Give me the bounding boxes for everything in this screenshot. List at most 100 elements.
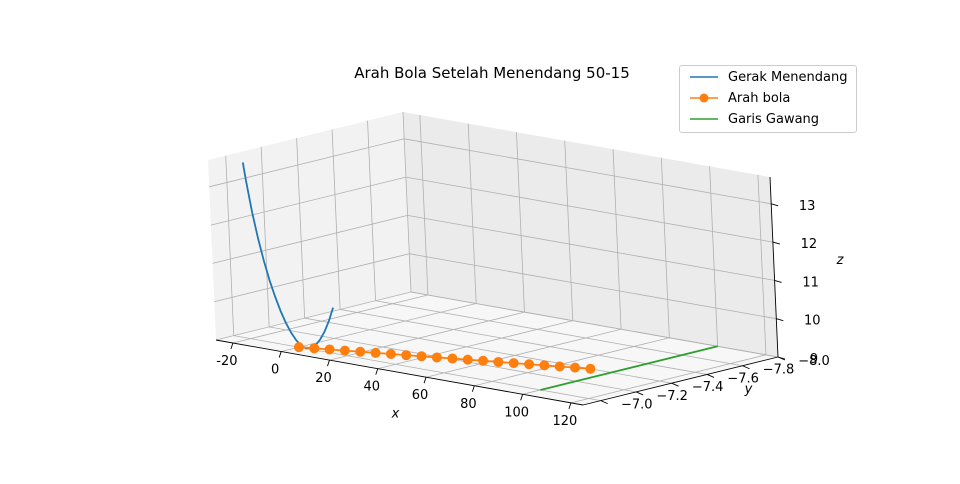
series-marker-arah-bola [447, 353, 458, 364]
gridline-y-left [402, 111, 412, 293]
x-tick [471, 385, 475, 392]
y-axis-label: y [744, 382, 753, 397]
series-marker-arah-bola [524, 359, 535, 370]
x-tick-label: 120 [553, 414, 578, 429]
series-marker-arah-bola [554, 361, 565, 372]
legend-label-arah-bola: Arah bola [728, 90, 791, 106]
y-tick-label: −7.4 [692, 380, 724, 395]
legend-label-garis-gawang: Garis Gawang [728, 111, 820, 127]
gridline-z-left [212, 215, 408, 264]
gridline-y-left [296, 138, 306, 319]
gridline-z-back [404, 138, 772, 205]
series-marker-arah-bola [370, 347, 381, 358]
gridline-x-floor [474, 337, 670, 387]
legend-swatch-gerak-menendang [690, 76, 718, 78]
y-tick [600, 400, 608, 405]
series-marker-arah-bola [431, 352, 442, 363]
y-tick-label: −8.0 [798, 354, 830, 369]
legend-swatch-garis-gawang [690, 118, 718, 120]
x-tick-label: -20 [216, 354, 237, 369]
x-tick [520, 394, 524, 401]
x-tick [278, 351, 282, 358]
gridline-x-back [467, 123, 477, 304]
z-tick [771, 203, 779, 207]
y-tick-label: −7.2 [656, 389, 688, 404]
gridline-z-back [405, 176, 773, 243]
series-line-gerak-menendang [241, 162, 334, 350]
series-marker-arah-bola [478, 355, 489, 366]
series-line-garis-gawang [540, 345, 718, 391]
gridline-z-left [210, 176, 406, 226]
series-marker-arah-bola [324, 344, 335, 355]
gridline-y-left [367, 120, 376, 301]
series-marker-arah-bola [570, 362, 581, 373]
x-axis-line [215, 339, 584, 406]
gridline-x-floor [377, 320, 573, 370]
x-tick-label: 80 [460, 397, 477, 412]
z-axis-line [769, 176, 779, 358]
z-tick [776, 318, 784, 322]
chart-title: Arah Bola Setelah Menendang 50-15 [354, 64, 630, 82]
series-marker-arah-bola [462, 354, 473, 365]
y-tick [706, 374, 715, 378]
x-tick [327, 359, 330, 367]
gridline-z-left [214, 253, 410, 303]
series-marker-arah-bola [493, 356, 504, 367]
gridline-z-back [407, 215, 775, 281]
gridline-x-floor [425, 328, 622, 378]
gridline-x-floor [570, 354, 767, 404]
y-tick [742, 365, 750, 370]
series-marker-arah-bola [508, 358, 519, 369]
y-tick-label: −7.0 [621, 398, 653, 413]
x-tick-label: 40 [363, 380, 380, 395]
y-tick [671, 382, 679, 387]
x-tick [230, 342, 234, 350]
y-axis-line [582, 356, 779, 406]
series-marker-arah-bola [585, 363, 596, 374]
gridline-z-left [215, 291, 412, 341]
x-tick-label: 100 [504, 405, 529, 420]
gridline-y-left [260, 146, 270, 327]
gridline-x-back [612, 149, 622, 330]
z-tick [777, 356, 786, 360]
series-marker-arah-bola [355, 346, 366, 357]
series-marker-arah-bola [539, 360, 550, 371]
series-marker-arah-bola [416, 351, 427, 362]
series-marker-arah-bola [309, 343, 320, 354]
gridline-x-back [709, 166, 719, 347]
gridline-x-back [516, 132, 525, 313]
x-tick [568, 402, 572, 410]
gridline-x-back [660, 157, 670, 338]
legend-item-gerak-menendang: Gerak Menendang [688, 68, 847, 86]
x-tick-label: 20 [315, 371, 332, 386]
z-tick [774, 279, 782, 283]
gridline-z-left [209, 138, 405, 188]
x-tick [423, 377, 427, 384]
legend-item-arah-bola: Arah bola [688, 89, 790, 107]
z-tick-label: 10 [804, 314, 821, 329]
gridline-y-left [331, 129, 341, 310]
gridline-x-back [757, 174, 767, 355]
series-marker-arah-bola [385, 349, 396, 360]
z-tick [772, 241, 781, 245]
z-tick-label: 11 [802, 275, 819, 290]
series-marker-arah-bola [339, 345, 350, 356]
x-tick-label: 0 [271, 363, 279, 378]
pane-back [403, 112, 778, 357]
z-tick-label: 12 [801, 237, 818, 252]
legend-swatch-arah-bola [690, 93, 718, 103]
legend-item-garis-gawang: Garis Gawang [688, 110, 819, 128]
y-tick-label: −7.6 [727, 371, 759, 386]
y-tick [636, 391, 644, 396]
pane-left [208, 112, 411, 340]
z-axis-label: z [836, 253, 845, 268]
series-marker-arah-bola [401, 350, 412, 361]
gridline-x-back [564, 140, 574, 321]
gridline-x-back [419, 114, 429, 296]
z-tick-label: 13 [799, 199, 816, 214]
x-tick [375, 368, 379, 375]
x-tick-label: 60 [412, 388, 429, 403]
x-axis-label: x [391, 407, 400, 422]
z-tick-label: 9 [810, 352, 818, 367]
